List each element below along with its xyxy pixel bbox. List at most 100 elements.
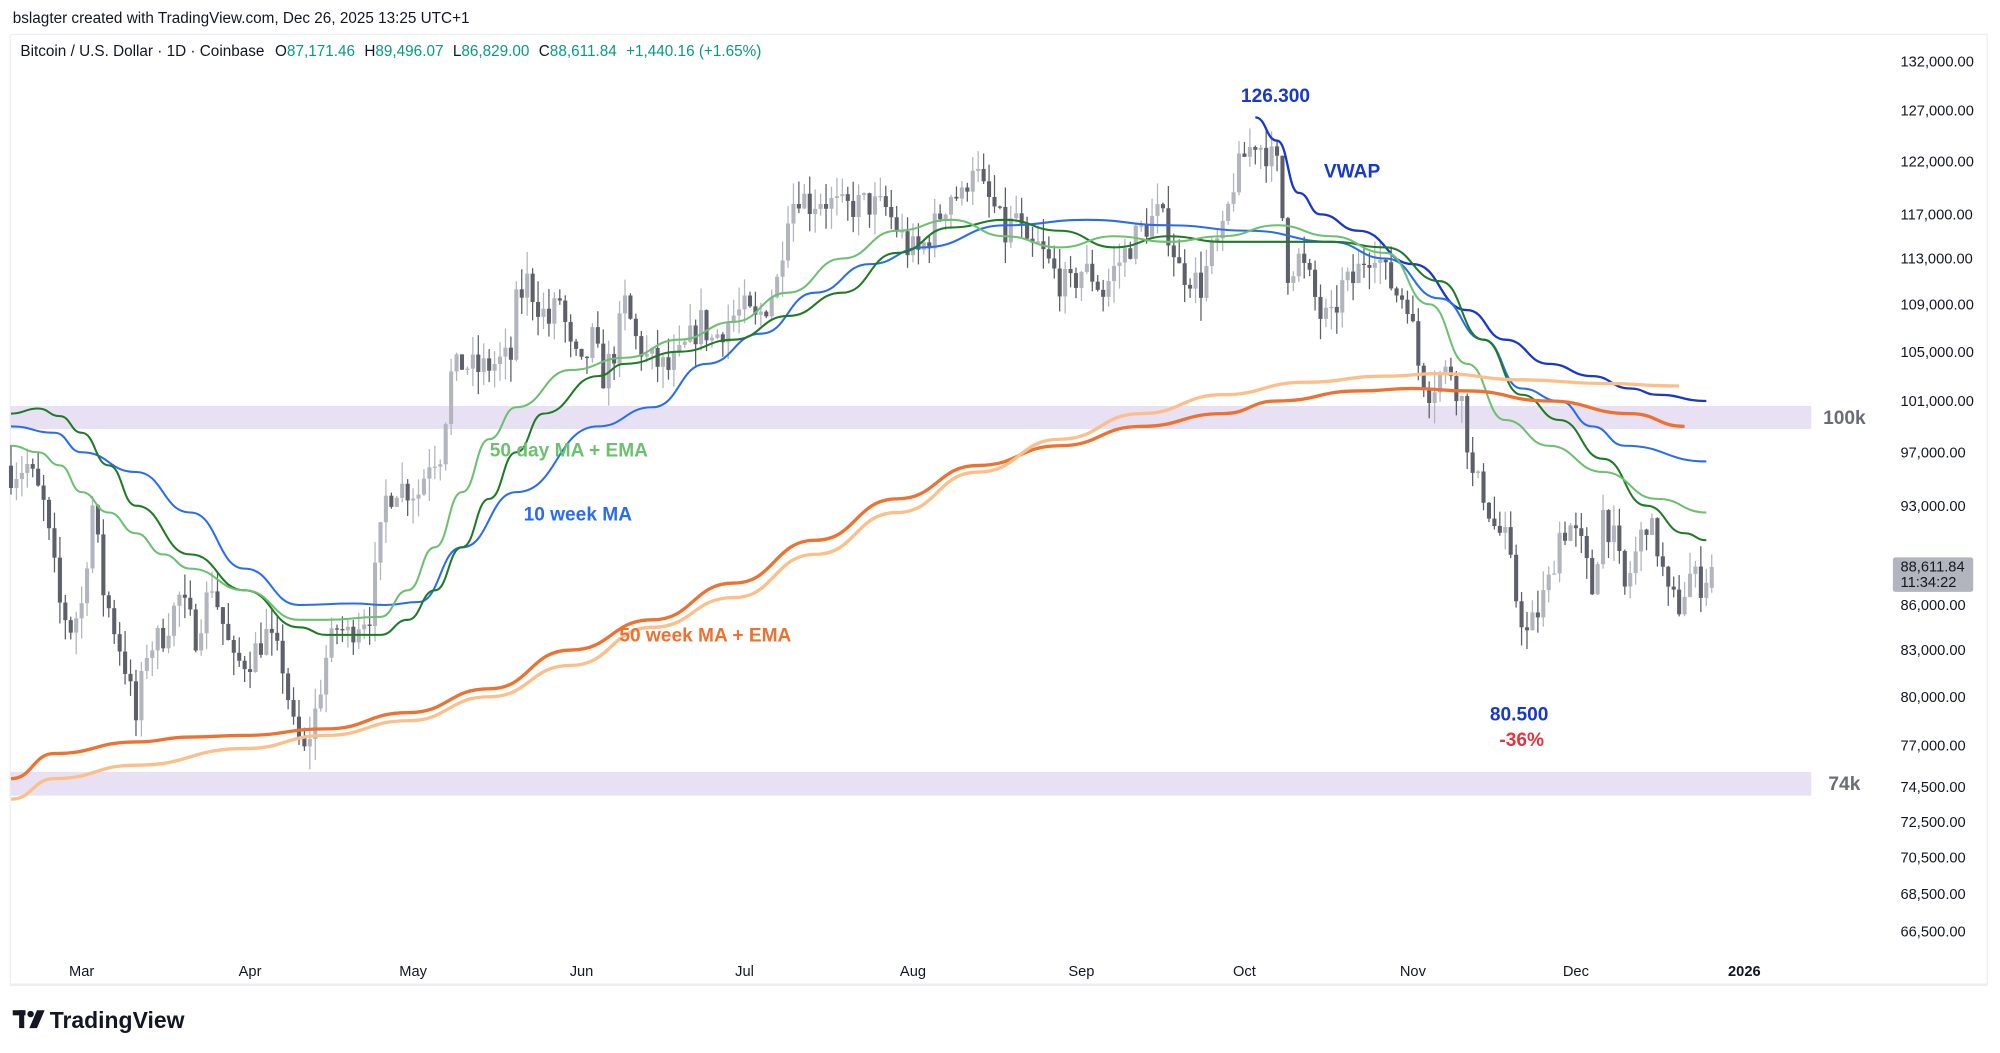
candle-body [1514,554,1519,602]
candle-body [943,214,948,220]
y-tick-label: 93,000.00 [1901,499,1966,515]
candle-up [1117,243,1122,289]
candle-body [546,308,551,324]
candle-body [954,196,959,199]
candle-up [307,716,312,770]
candle-down [1590,549,1595,595]
candle-down [1677,575,1682,617]
candle-down [1182,249,1187,303]
candle-body [307,738,312,747]
candle-up [171,602,177,647]
candle-down [1019,197,1024,238]
candle-body [1193,272,1198,289]
candle-down [807,176,812,232]
candle-body [1209,240,1214,267]
candle-body [916,236,921,250]
candle-up [1595,561,1600,596]
candle-down [52,512,57,573]
time-axis[interactable]: Mar Apr May Jun Jul Aug Sep Oct Nov Dec 2026 [69,964,1761,980]
candle-body [166,635,171,649]
candle-body [1530,612,1535,631]
candle-body [373,562,378,626]
candle-body [106,595,111,609]
candle-body [905,231,910,256]
candle-down [938,204,943,223]
candle-up [872,182,877,235]
candle-down [1671,576,1676,598]
candle-body [981,168,986,182]
zone-label-100k: 100k [1823,408,1866,429]
candle-down [568,314,573,358]
vwap-annotation: VWAP [1324,161,1381,182]
candle-up [900,213,905,239]
candle-up [1209,236,1214,274]
candle-down [1361,246,1367,278]
candle-body [74,618,79,633]
candle-body [1421,365,1426,388]
candle-body [764,311,769,317]
candle-body [1025,223,1030,239]
candle-body [1448,366,1453,377]
candle-body [1351,271,1356,284]
candle-down [563,295,568,343]
candle-body [1405,299,1410,315]
candle-down [286,668,291,710]
candle-body [150,650,155,658]
candle-up [1247,128,1252,167]
candle-body [1660,556,1665,567]
candle-body [1188,284,1193,289]
candle-down [1666,565,1671,606]
price-axis[interactable]: 132,000.00 127,000.00 122,000.00 117,000.00… [1901,54,1974,940]
candle-body [628,295,633,319]
candle-down [1046,236,1051,264]
candle-body [1459,396,1464,402]
candle-up [79,586,84,639]
candle-body [1285,218,1290,283]
candle-up [1193,257,1198,304]
candle-body [1345,271,1350,281]
candle-body [123,651,128,674]
y-tick-label: 83,000.00 [1901,643,1966,659]
candle-body [296,716,302,738]
candle-down [992,175,997,214]
candle-body [1649,518,1655,535]
candle-body [459,354,465,370]
candle-down [1242,141,1247,158]
candle-down [68,616,73,640]
candle-body [220,607,225,624]
candle-body [356,629,361,643]
x-tick-label: Apr [239,964,262,980]
candle-body [1247,147,1252,157]
candle-up [1649,513,1655,536]
tradingview-logo[interactable]: TradingView [12,1007,185,1033]
candle-down [905,217,910,268]
y-tick-label: 109,000.00 [1901,297,1974,313]
candle-body [182,594,187,598]
candle-body [1383,259,1388,263]
tradingview-logo-icon [12,1010,45,1029]
candle-body [14,479,19,488]
candle-body [590,327,595,358]
candle-down [1514,544,1519,608]
candle-up [514,281,519,362]
candle-body [1329,306,1334,309]
candle-body [976,168,981,171]
candle-up [1476,470,1481,479]
candle-body [161,627,166,649]
candle-body [258,643,263,655]
candle-down [351,619,356,655]
peak-annotation: 126.300 [1241,86,1310,107]
candle-down [965,182,970,202]
candle-up [1226,201,1231,225]
candle-body [52,528,57,558]
candle-up [25,448,30,488]
candle-body [601,343,606,389]
candle-up [1356,249,1361,284]
candle-body [1427,387,1432,404]
candle-body [617,313,622,364]
candle-body [541,308,546,317]
candle-body [248,669,253,672]
candle-body [1318,296,1323,319]
candle-body [1497,526,1502,533]
